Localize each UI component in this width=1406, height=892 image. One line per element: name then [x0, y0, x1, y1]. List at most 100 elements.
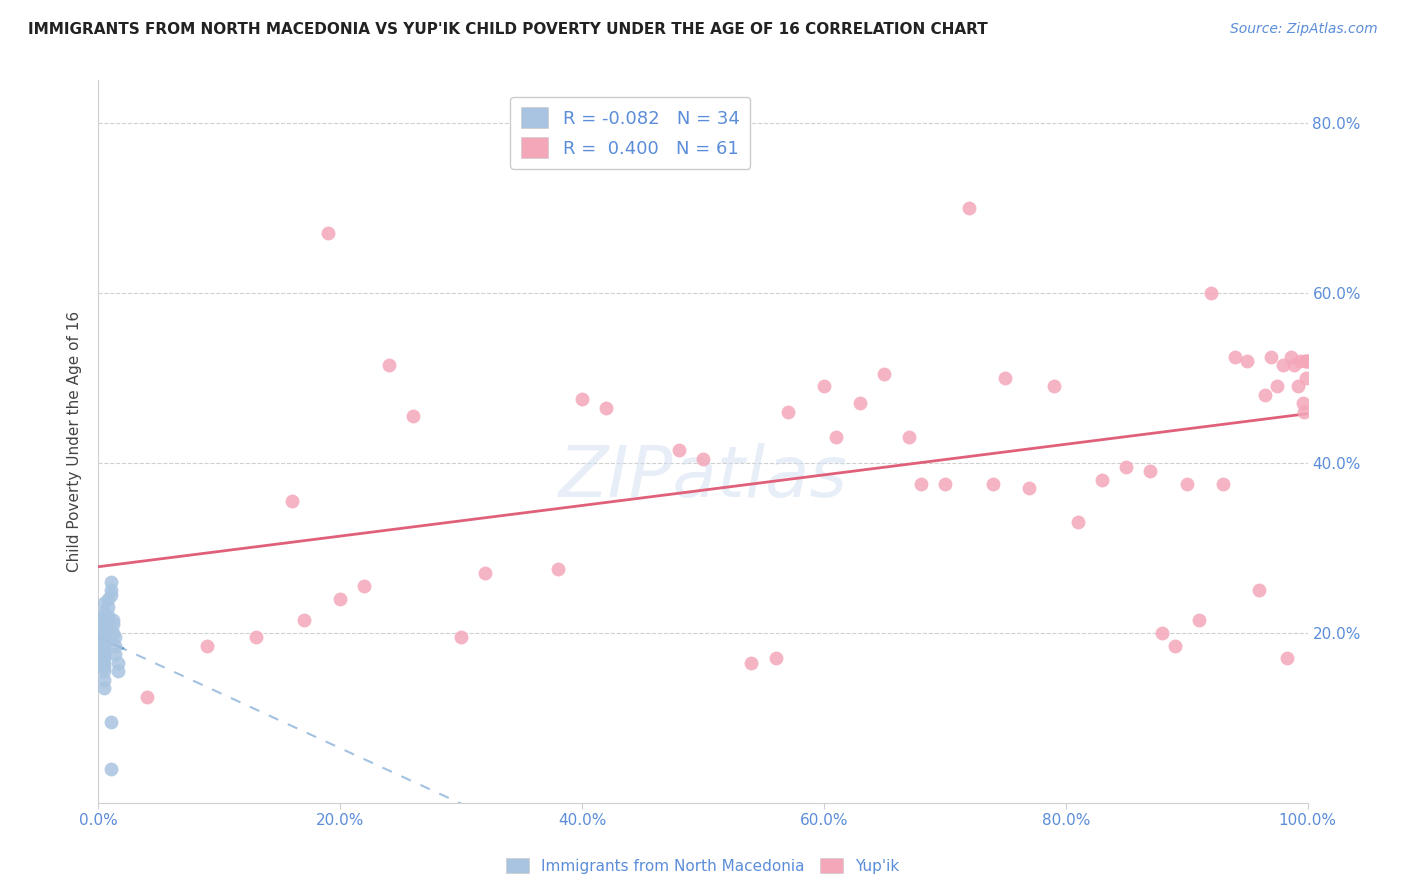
Point — [1296, 353, 1319, 368]
Point — [849, 396, 872, 410]
Point — [776, 405, 799, 419]
Point — [100, 588, 122, 602]
Point — [93, 664, 115, 678]
Point — [93, 617, 115, 632]
Point — [1292, 405, 1315, 419]
Point — [1018, 481, 1040, 495]
Point — [692, 451, 714, 466]
Point — [93, 622, 115, 636]
Point — [1284, 358, 1306, 372]
Point — [1249, 583, 1271, 598]
Point — [100, 583, 122, 598]
Point — [97, 591, 120, 606]
Point — [93, 630, 115, 644]
Point — [1267, 379, 1289, 393]
Point — [135, 690, 157, 704]
Point — [765, 651, 787, 665]
Text: IMMIGRANTS FROM NORTH MACEDONIA VS YUP'IK CHILD POVERTY UNDER THE AGE OF 16 CORR: IMMIGRANTS FROM NORTH MACEDONIA VS YUP'I… — [28, 22, 988, 37]
Point — [1115, 460, 1137, 475]
Point — [873, 367, 896, 381]
Text: Source: ZipAtlas.com: Source: ZipAtlas.com — [1230, 22, 1378, 37]
Point — [195, 639, 218, 653]
Point — [740, 656, 762, 670]
Point — [292, 613, 315, 627]
Point — [1260, 350, 1282, 364]
Point — [1067, 516, 1090, 530]
Point — [1289, 353, 1312, 368]
Point — [101, 617, 124, 632]
Point — [101, 613, 124, 627]
Point — [93, 656, 115, 670]
Point — [1188, 613, 1211, 627]
Point — [1199, 285, 1222, 300]
Point — [100, 762, 122, 776]
Point — [1223, 350, 1246, 364]
Point — [97, 608, 120, 623]
Point — [813, 379, 835, 393]
Point — [100, 574, 122, 589]
Point — [957, 201, 980, 215]
Point — [93, 608, 115, 623]
Point — [1296, 353, 1319, 368]
Point — [104, 630, 127, 644]
Point — [281, 494, 304, 508]
Point — [93, 651, 115, 665]
Point — [353, 579, 375, 593]
Point — [93, 625, 115, 640]
Point — [1292, 396, 1315, 410]
Point — [910, 477, 932, 491]
Point — [1294, 353, 1316, 368]
Point — [93, 647, 115, 661]
Point — [377, 358, 399, 372]
Point — [402, 409, 425, 423]
Point — [1139, 464, 1161, 478]
Point — [104, 647, 127, 661]
Point — [547, 562, 569, 576]
Point — [1152, 625, 1174, 640]
Point — [994, 371, 1017, 385]
Point — [1275, 651, 1298, 665]
Point — [595, 401, 617, 415]
Point — [316, 227, 339, 241]
Point — [93, 673, 115, 687]
Point — [1236, 353, 1258, 368]
Point — [450, 630, 472, 644]
Point — [93, 596, 115, 610]
Point — [1212, 477, 1234, 491]
Point — [825, 430, 848, 444]
Point — [1279, 350, 1302, 364]
Y-axis label: Child Poverty Under the Age of 16: Child Poverty Under the Age of 16 — [67, 311, 83, 572]
Point — [100, 714, 122, 729]
Point — [1272, 358, 1295, 372]
Point — [329, 591, 352, 606]
Point — [474, 566, 496, 581]
Point — [101, 625, 124, 640]
Point — [571, 392, 593, 406]
Point — [1175, 477, 1198, 491]
Point — [107, 656, 129, 670]
Point — [93, 639, 115, 653]
Point — [97, 600, 120, 615]
Point — [1042, 379, 1064, 393]
Point — [1286, 379, 1309, 393]
Point — [245, 630, 267, 644]
Point — [93, 613, 115, 627]
Point — [93, 605, 115, 619]
Text: ZIPatlas: ZIPatlas — [558, 443, 848, 512]
Point — [93, 634, 115, 648]
Point — [934, 477, 956, 491]
Point — [1091, 473, 1114, 487]
Point — [1295, 371, 1317, 385]
Point — [981, 477, 1004, 491]
Legend: R = -0.082   N = 34, R =  0.400   N = 61: R = -0.082 N = 34, R = 0.400 N = 61 — [510, 96, 751, 169]
Point — [93, 660, 115, 674]
Point — [1163, 639, 1185, 653]
Point — [93, 681, 115, 695]
Point — [107, 664, 129, 678]
Point — [93, 642, 115, 657]
Point — [897, 430, 920, 444]
Legend: Immigrants from North Macedonia, Yup'ik: Immigrants from North Macedonia, Yup'ik — [501, 852, 905, 880]
Point — [1295, 353, 1317, 368]
Point — [668, 443, 690, 458]
Point — [1254, 388, 1277, 402]
